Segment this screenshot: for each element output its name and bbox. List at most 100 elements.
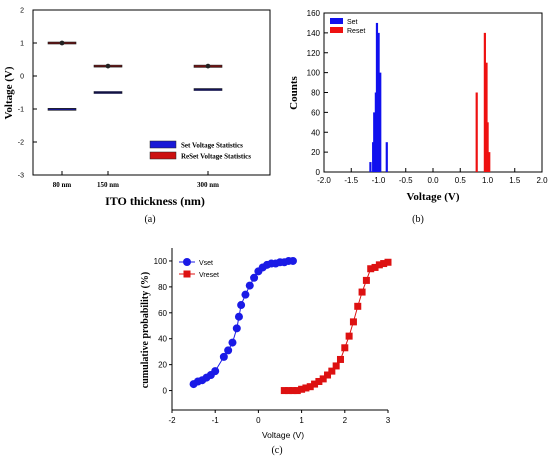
y-axis-title: Counts bbox=[288, 75, 300, 109]
data-point-vset bbox=[288, 256, 297, 265]
data-point-vreset bbox=[341, 344, 349, 352]
data-point-vreset bbox=[285, 387, 293, 395]
data-point-vset bbox=[232, 324, 241, 333]
data-point-vset bbox=[237, 301, 246, 310]
y-tick-label: 80 bbox=[158, 283, 167, 292]
legend-swatch bbox=[149, 140, 177, 149]
plot-frame bbox=[323, 12, 543, 173]
y-tick-label: -2 bbox=[18, 140, 24, 147]
y-tick-label: 0 bbox=[20, 74, 24, 81]
y-tick-label: 100 bbox=[307, 69, 321, 78]
data-point-vreset bbox=[345, 332, 353, 340]
x-tick-label: 1.0 bbox=[482, 176, 494, 185]
x-tick-label: 1 bbox=[299, 416, 304, 425]
data-point-vset bbox=[219, 352, 228, 361]
data-point-vreset bbox=[375, 261, 383, 269]
legend-label: Reset bbox=[347, 28, 365, 35]
y-tick-label: -1 bbox=[18, 107, 24, 114]
data-point-vreset bbox=[332, 362, 340, 370]
histogram-bar-set bbox=[369, 162, 372, 172]
data-point-vreset bbox=[319, 375, 327, 383]
histogram-bar-set bbox=[377, 32, 380, 172]
panel-label: (a) bbox=[144, 214, 155, 225]
data-point-vreset bbox=[324, 371, 332, 379]
x-tick-label: 3 bbox=[386, 416, 391, 425]
x-tick-label: 0.0 bbox=[427, 176, 439, 185]
data-point-vreset bbox=[384, 258, 392, 266]
panel-a-box-chart: 2 1 0 -1 -2 -3 80 nm 150 nm 300 nm Set Voltage St… bbox=[3, 8, 271, 225]
x-tick-label: -2 bbox=[168, 416, 176, 425]
legend-label: Vset bbox=[199, 260, 213, 267]
data-point-vreset bbox=[336, 355, 344, 363]
legend-label: Set Voltage Statistics bbox=[181, 142, 243, 150]
y-tick-label: 140 bbox=[307, 29, 321, 38]
y-tick-label: 40 bbox=[158, 335, 167, 344]
x-axis-title: Voltage (V) bbox=[406, 191, 459, 203]
y-axis-title: cumulative probability (%) bbox=[140, 272, 151, 388]
plot-frame bbox=[32, 9, 271, 176]
y-tick-label: 100 bbox=[154, 257, 168, 266]
x-axis-title: ITO thickness (nm) bbox=[105, 194, 205, 208]
y-tick-label: 1 bbox=[20, 41, 24, 48]
y-axis-title: Voltage (V) bbox=[3, 66, 15, 119]
histogram-bar-reset bbox=[475, 92, 478, 172]
x-axis-title: Voltage (V) bbox=[262, 430, 304, 440]
y-tick-label: 60 bbox=[311, 108, 320, 117]
x-tick-label: 1.5 bbox=[509, 176, 521, 185]
data-point-vset bbox=[250, 273, 259, 282]
data-point-vreset bbox=[302, 384, 310, 392]
legend-label: ReSet Voltage Statistics bbox=[181, 153, 251, 161]
data-point-vreset bbox=[367, 265, 375, 273]
data-point-vreset bbox=[289, 387, 297, 395]
data-point-vset bbox=[241, 290, 250, 299]
histogram-bar-reset bbox=[486, 122, 489, 172]
x-tick-label: -2.0 bbox=[317, 176, 331, 185]
data-point-vreset bbox=[328, 367, 336, 375]
legend-swatch bbox=[149, 151, 177, 160]
y-tick-label: 20 bbox=[311, 148, 320, 157]
data-point-vset bbox=[245, 281, 254, 290]
x-tick-label: -1.0 bbox=[372, 176, 386, 185]
panel-c-cumulative-chart: 0 20 40 60 80 100 -2 -1 0 1 2 3 Vset Vreset Voltage (V… bbox=[140, 248, 392, 456]
x-tick-label: 300 nm bbox=[197, 181, 219, 189]
data-point-vreset bbox=[371, 263, 379, 271]
legend-swatch bbox=[330, 18, 343, 24]
legend-label: Set bbox=[347, 19, 358, 26]
legend-marker bbox=[183, 258, 191, 266]
x-tick-label: -1 bbox=[212, 416, 220, 425]
series-line-vset bbox=[193, 260, 293, 385]
data-point-vreset bbox=[349, 318, 357, 326]
legend-label: Vreset bbox=[199, 272, 219, 279]
legend-marker bbox=[183, 270, 191, 278]
histogram-bar-reset bbox=[483, 32, 486, 172]
data-point-vset bbox=[234, 312, 243, 321]
panel-label: (c) bbox=[271, 445, 282, 456]
data-point-vreset bbox=[358, 288, 366, 296]
legend-swatch bbox=[330, 27, 343, 33]
histogram-bar-set bbox=[385, 142, 388, 172]
x-tick-label: 2 bbox=[343, 416, 348, 425]
x-tick-label: 0 bbox=[256, 416, 261, 425]
data-point-vreset bbox=[380, 260, 388, 268]
histogram-bar-reset bbox=[488, 152, 491, 172]
data-point-vset bbox=[211, 367, 220, 376]
histogram-bar-set bbox=[373, 112, 376, 172]
y-tick-label: 0 bbox=[163, 387, 168, 396]
data-point-vset bbox=[228, 338, 237, 347]
data-point-vset bbox=[224, 346, 233, 355]
mean-marker bbox=[205, 63, 211, 69]
y-tick-label: 60 bbox=[158, 309, 167, 318]
y-tick-label: 80 bbox=[311, 89, 320, 98]
data-point-vreset bbox=[311, 380, 319, 388]
data-point-vreset bbox=[306, 383, 314, 391]
y-tick-label: 40 bbox=[311, 128, 320, 137]
histogram-bar-set bbox=[375, 22, 379, 172]
data-point-vreset bbox=[362, 276, 370, 284]
x-tick-label: 150 nm bbox=[97, 181, 119, 189]
y-tick-label: 120 bbox=[307, 49, 321, 58]
mean-marker bbox=[59, 40, 65, 46]
data-point-vreset bbox=[280, 387, 288, 395]
x-tick-label: 0.5 bbox=[455, 176, 467, 185]
data-point-vreset bbox=[293, 387, 301, 395]
